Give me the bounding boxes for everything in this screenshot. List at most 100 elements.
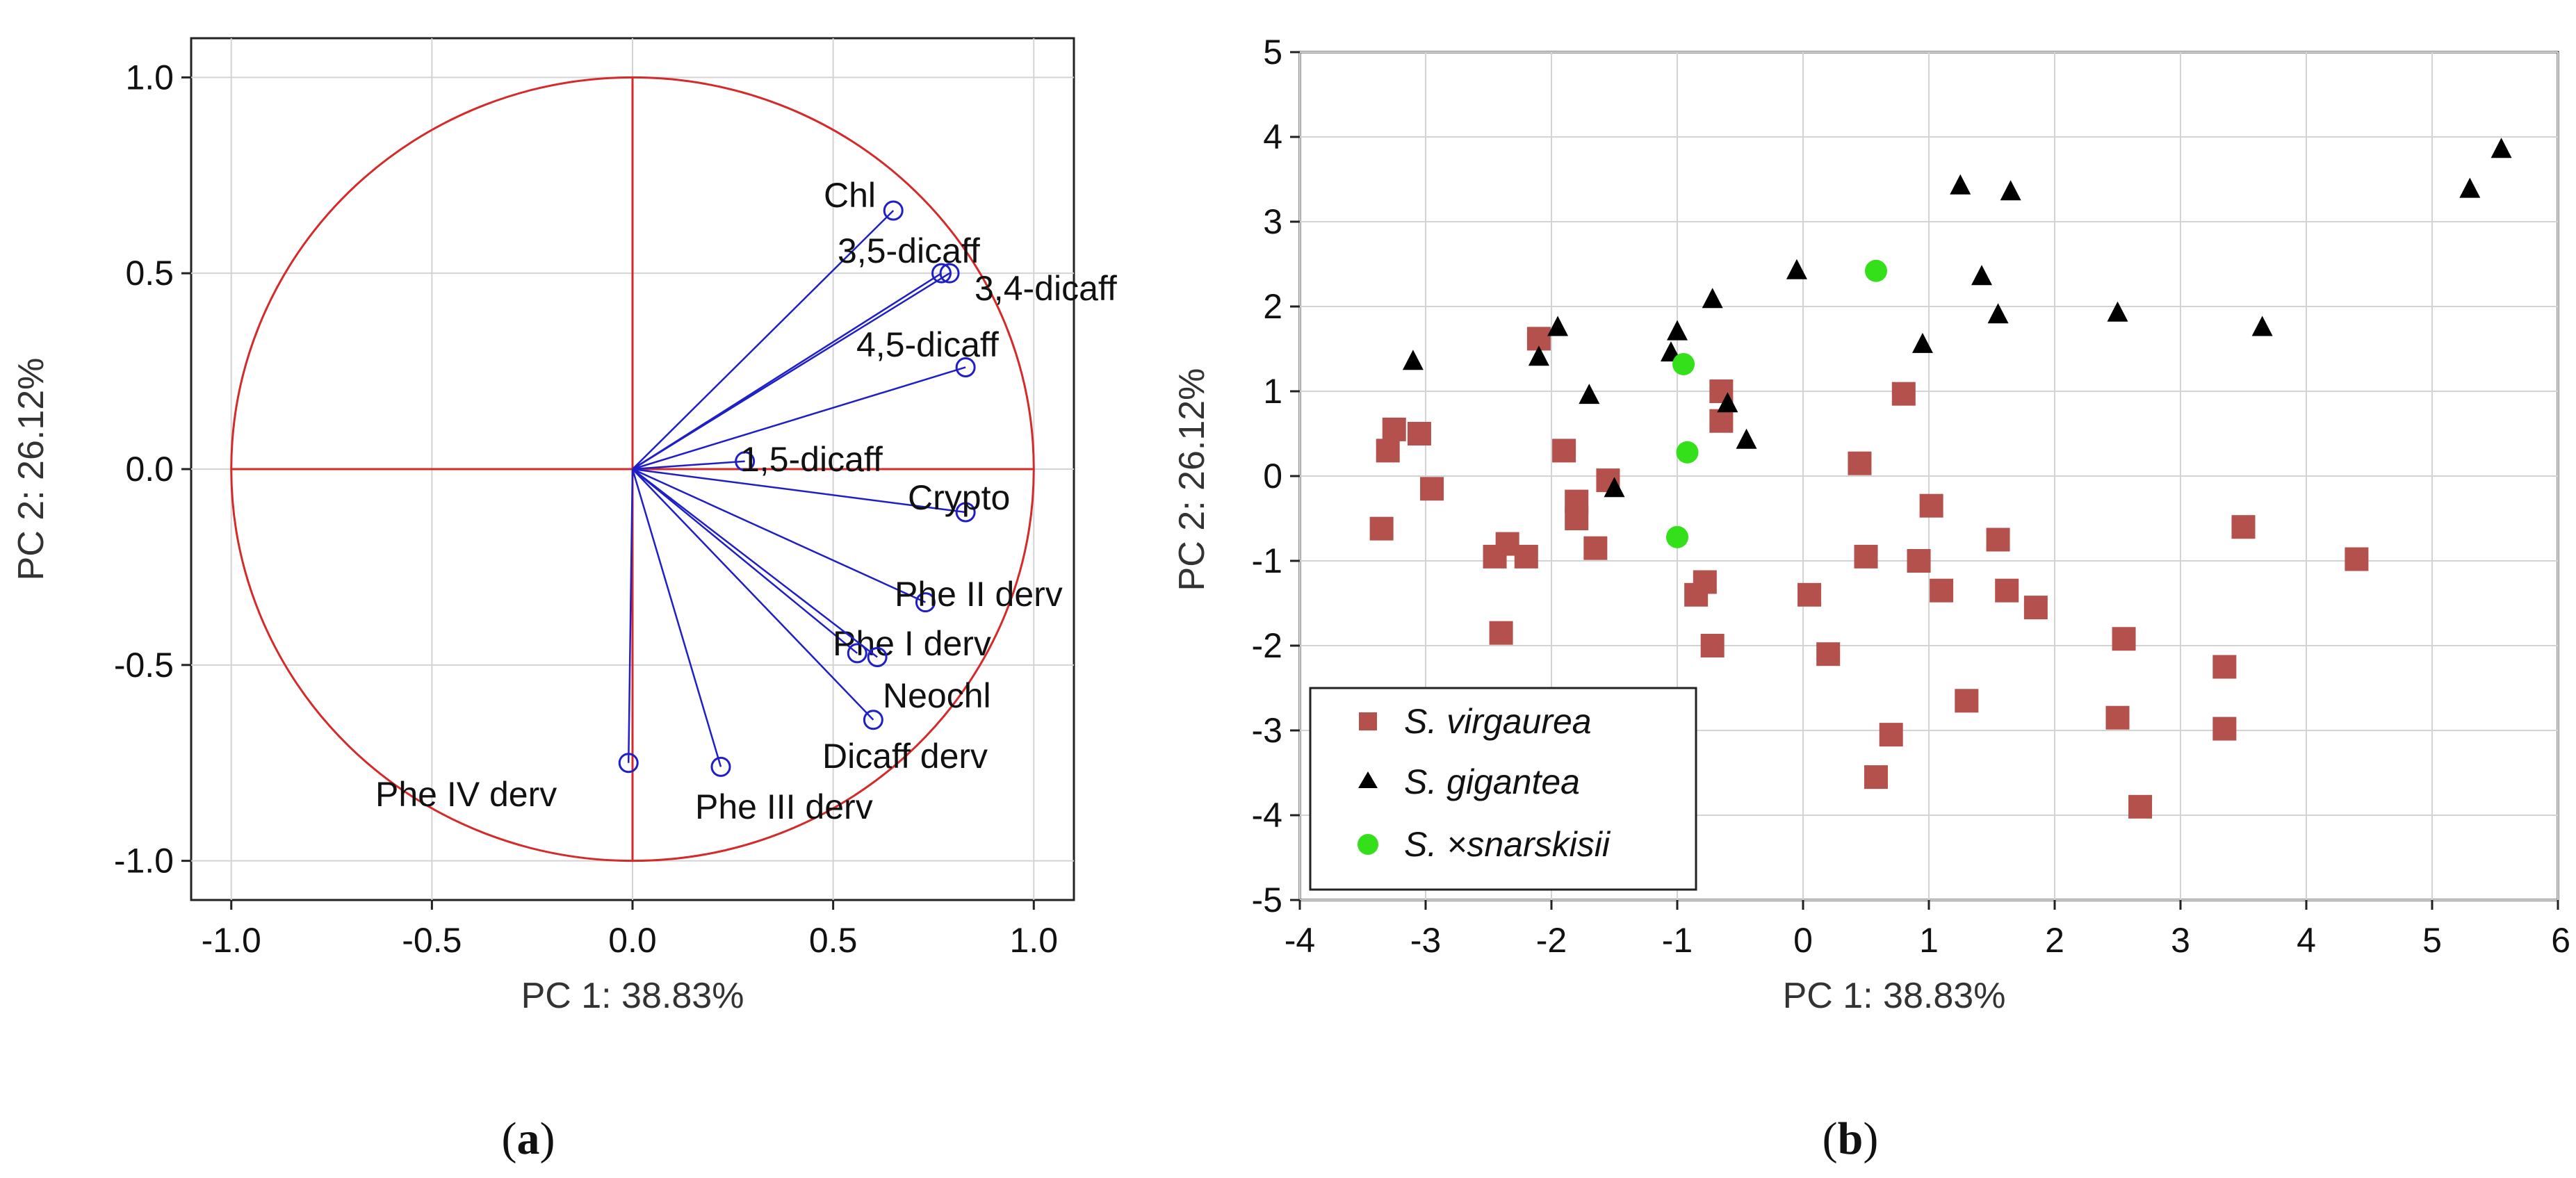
panel-a-y-tick-label: 1.0	[125, 58, 174, 97]
point-virgaurea	[2345, 547, 2369, 571]
loading-vector-phe-iii-derv	[631, 468, 722, 767]
legend-square-marker	[1359, 712, 1377, 730]
point-gigantea	[2459, 177, 2481, 198]
panel-b-y-tick-label: -3	[1252, 711, 1282, 750]
panel-a-ticks: -1.0 -0.5 0.0 0.5 1.0 1.0 0.5 0.0 -0.5 -1.0	[114, 58, 1058, 960]
panel-a-y-tick-label: 0.5	[125, 254, 174, 293]
panel-b-x-tick-label: 2	[2045, 921, 2064, 960]
panel-b-x-tick-label: -2	[1536, 921, 1567, 960]
loading-label-neochl: Neochl	[883, 676, 991, 715]
loading-vector-4-5-dicaff	[632, 366, 966, 471]
panel-a-y-tick-label: -1.0	[114, 842, 174, 881]
panel-b-x-tick-label: 1	[1919, 921, 1939, 960]
point-virgaurea	[1995, 578, 2019, 603]
loading-vector-1-5-dicaff	[632, 460, 745, 471]
loading-point-dicaff-derv	[863, 710, 883, 730]
panel-b-x-tick-label: -4	[1285, 921, 1315, 960]
loading-vector-dicaff-derv	[632, 468, 874, 721]
point-virgaurea	[2212, 655, 2237, 679]
panel-a-y-tick-label: 0.0	[125, 450, 174, 489]
loading-vector-phe-ii-derv	[632, 468, 926, 603]
panel-b-y-axis-label: PC 2: 26.12%	[1172, 368, 1212, 591]
panel-b-y-tick-label: -5	[1252, 881, 1282, 919]
panel-b-x-tick-label: 3	[2171, 921, 2190, 960]
point-virgaurea	[1489, 621, 1513, 645]
panel-a-y-tick-label: -0.5	[114, 646, 174, 685]
point-gigantea	[1911, 332, 1933, 353]
loading-label-crypto: Crypto	[908, 478, 1010, 517]
point-virgaurea	[1955, 689, 1979, 713]
point-virgaurea	[1848, 451, 1872, 475]
legend-label-virgaurea: S. virgaurea	[1404, 702, 1592, 741]
loading-label-phe-iii-derv: Phe III derv	[695, 787, 873, 826]
loading-point-phe-i-derv	[847, 643, 867, 664]
panel-b-y-tick-label: 1	[1263, 372, 1282, 411]
legend-label-gigantea: S. gigantea	[1404, 762, 1580, 801]
point-virgaurea	[1693, 570, 1717, 594]
panel-b-caption: (b)	[1823, 1113, 1879, 1164]
legend-circle-marker	[1358, 834, 1378, 855]
loading-point-4-5-dicaff	[955, 357, 976, 377]
point-gigantea	[2000, 180, 2021, 201]
point-virgaurea	[2128, 794, 2153, 819]
panel-b-x-tick-label: 0	[1793, 921, 1813, 960]
point-virgaurea	[2023, 596, 2048, 620]
loading-vector-chl	[632, 210, 895, 470]
point-gigantea	[1971, 265, 1993, 286]
point-virgaurea	[1709, 409, 1734, 433]
loading-label-phe-iv-derv: Phe IV derv	[375, 775, 557, 814]
point-gigantea	[2107, 301, 2128, 322]
panel-a-x-tick-label: 0.0	[608, 921, 657, 960]
point-gigantea	[1736, 428, 1757, 449]
loading-label-1-5-dicaff: 1,5-dicaff	[740, 440, 883, 479]
panel-b-x-tick-label: 4	[2297, 921, 2316, 960]
point-gigantea	[1402, 350, 1424, 370]
point-snarskisii	[1666, 525, 1688, 548]
point-virgaurea	[1930, 578, 1954, 603]
point-virgaurea	[1420, 477, 1444, 501]
panel-b-x-tick-label: 5	[2422, 921, 2442, 960]
legend-triangle-marker	[1358, 771, 1378, 788]
point-virgaurea	[1382, 417, 1406, 441]
panel-a-x-tick-label: 1.0	[1010, 921, 1059, 960]
panel-a-x-tick-label: -1.0	[202, 921, 261, 960]
point-virgaurea	[1376, 439, 1400, 463]
point-virgaurea	[1864, 765, 1888, 790]
loading-point-phe-iv-derv	[618, 753, 639, 774]
panel-b-y-tick-label: 3	[1263, 202, 1282, 241]
panel-b-y-tick-label: -2	[1252, 626, 1282, 665]
loading-point-3-5-dicaff	[931, 263, 952, 284]
panel-b-points	[1369, 138, 2512, 819]
panel-a-y-axis-label: PC 2: 26.12%	[11, 358, 51, 581]
point-virgaurea	[2112, 627, 2136, 651]
point-gigantea	[1579, 384, 1600, 404]
point-gigantea	[2251, 316, 2273, 336]
panel-b-x-tick-label: 6	[2551, 921, 2570, 960]
panel-a-caption-letter: a	[517, 1113, 540, 1164]
point-gigantea	[1950, 174, 1971, 195]
panel-a-x-axis-label: PC 1: 38.83%	[521, 976, 744, 1016]
panel-b-y-tick-label: 4	[1263, 117, 1282, 156]
point-virgaurea	[1919, 493, 1943, 518]
loading-point-phe-iii-derv	[710, 756, 731, 777]
point-virgaurea	[1407, 422, 1431, 445]
panel-b-x-tick-label: -1	[1662, 921, 1693, 960]
point-virgaurea	[1583, 536, 1608, 560]
point-virgaurea	[1798, 582, 1822, 607]
loading-vector-phe-iv-derv	[627, 468, 634, 763]
point-virgaurea	[1552, 439, 1576, 463]
point-gigantea	[1547, 316, 1569, 336]
point-virgaurea	[1907, 549, 1931, 573]
panel-a-x-tick-label: 0.5	[809, 921, 858, 960]
point-virgaurea	[1816, 642, 1841, 666]
point-gigantea	[1717, 392, 1738, 413]
point-virgaurea	[1986, 527, 2010, 552]
point-snarskisii	[1676, 441, 1699, 464]
loading-label-3-4-dicaff: 3,4-dicaff	[975, 269, 1117, 308]
point-snarskisii	[1864, 259, 1887, 282]
point-gigantea	[1528, 345, 1549, 366]
